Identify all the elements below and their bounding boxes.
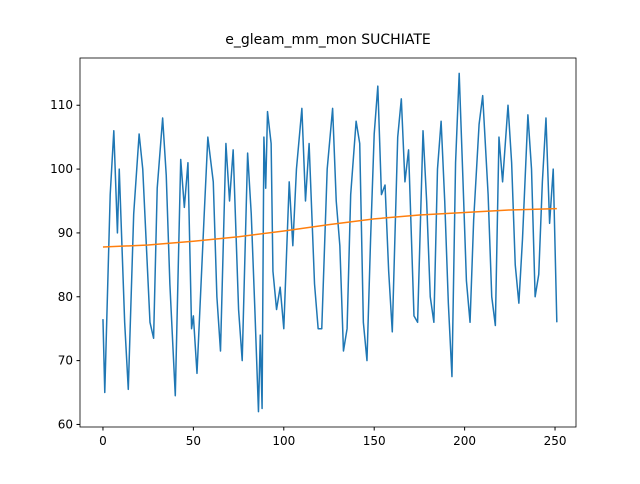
x-tick-label: 250 [544, 434, 567, 448]
data-line [102, 207, 557, 248]
x-tick-label: 50 [186, 434, 201, 448]
data-line [102, 72, 558, 413]
y-tick-label: 100 [50, 162, 73, 176]
y-tick-label: 80 [58, 290, 73, 304]
y-tick-label: 70 [58, 354, 73, 368]
y-tick-label: 110 [50, 98, 73, 112]
plot-frame [79, 57, 577, 428]
chart-title: e_gleam_mm_mon SUCHIATE [225, 32, 430, 48]
y-tick-label: 90 [58, 226, 73, 240]
y-tick-label: 60 [58, 417, 73, 431]
x-tick-label: 100 [272, 434, 295, 448]
x-tick-label: 0 [99, 434, 107, 448]
x-tick-label: 150 [363, 434, 386, 448]
x-tick-label: 200 [453, 434, 476, 448]
